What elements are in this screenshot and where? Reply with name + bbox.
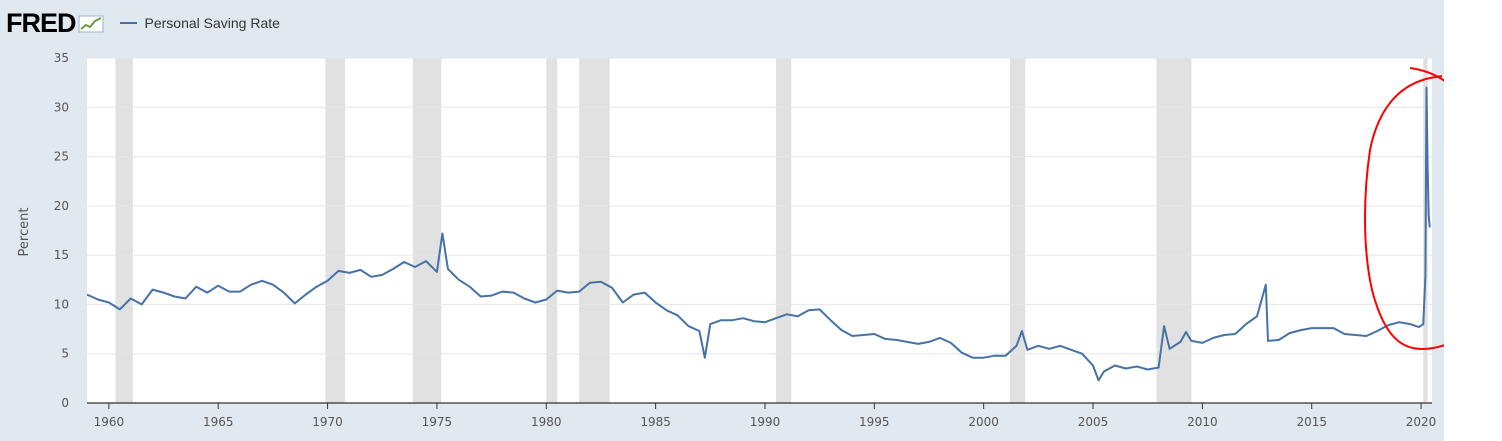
x-tick-label: 1995: [859, 415, 890, 429]
y-tick-label: 30: [54, 100, 69, 114]
y-tick-label: 15: [54, 248, 69, 262]
recession-band: [115, 58, 133, 403]
y-tick-label: 35: [54, 51, 69, 65]
x-tick-label: 1970: [312, 415, 343, 429]
x-tick-label: 1960: [94, 415, 125, 429]
chart-header: FRED Personal Saving Rate: [0, 0, 1444, 46]
grid-lines: [87, 57, 1432, 355]
series-line-personal-saving-rate: [86, 86, 1431, 382]
x-tick-label: 2000: [968, 415, 999, 429]
recession-band: [412, 58, 442, 403]
legend-label: Personal Saving Rate: [144, 15, 280, 31]
annotation-circle: [1364, 67, 1444, 351]
growth-line-icon: [78, 15, 103, 33]
y-tick-label: 20: [54, 199, 69, 213]
x-tick-label: 2010: [1187, 415, 1218, 429]
plot-area: [87, 58, 1432, 403]
recession-band: [579, 58, 610, 403]
y-axis-label: Percent: [17, 208, 32, 257]
recession-band: [325, 58, 346, 403]
recession-band: [546, 58, 558, 403]
y-tick-label: 0: [61, 396, 69, 410]
x-tick-label: 1975: [422, 415, 453, 429]
x-tick-label: 1980: [531, 415, 562, 429]
fred-logo[interactable]: FRED: [6, 7, 76, 38]
legend[interactable]: Personal Saving Rate: [119, 15, 280, 31]
y-tick-label: 25: [54, 150, 69, 164]
x-tick-label: 1965: [203, 415, 234, 429]
y-axis-ticks: 0 5 10 15 20 25 30 35: [54, 51, 69, 410]
recession-band: [775, 58, 792, 403]
x-tick-label: 2005: [1078, 415, 1109, 429]
x-tick-label: 2015: [1296, 415, 1327, 429]
x-tick-label: 1985: [640, 415, 671, 429]
legend-swatch: [119, 22, 137, 24]
side-strip: [1444, 0, 1502, 441]
x-tick-label: 1990: [750, 415, 781, 429]
recession-band: [1009, 58, 1026, 403]
y-tick-label: 10: [54, 297, 69, 311]
x-tick-label: 2020: [1406, 415, 1437, 429]
red-circle-annotation: [1364, 67, 1444, 351]
y-tick-label: 5: [61, 347, 69, 361]
x-axis-ticks: 1960 1965 1970 1975 1980 1985 1990 1995 2000 2005…: [94, 403, 1437, 429]
